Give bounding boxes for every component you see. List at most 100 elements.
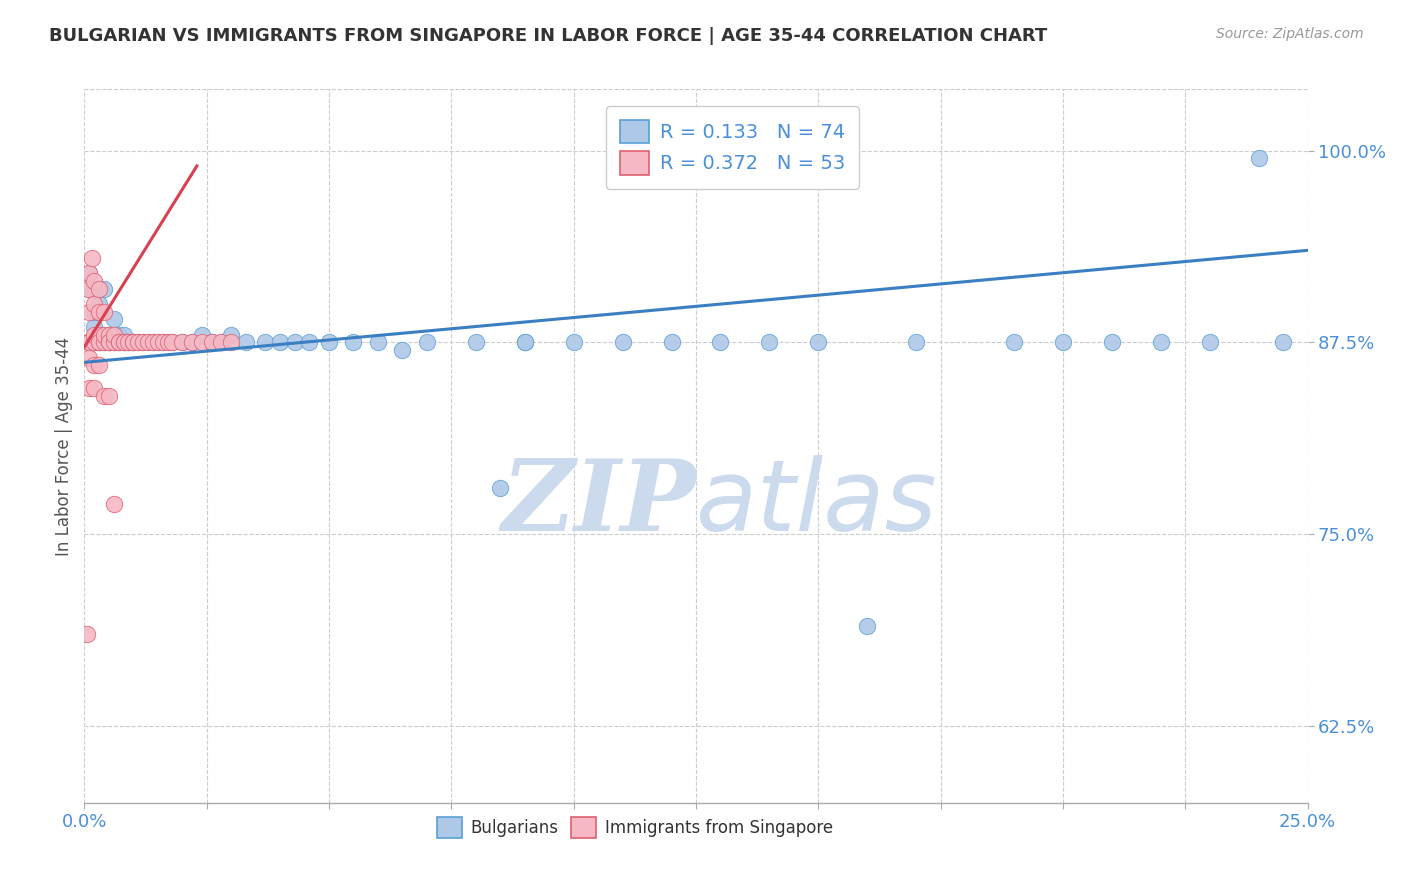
Point: [235, 335, 257, 350]
Point: [107, 335, 129, 350]
Point: [77, 282, 100, 296]
Point: [142, 335, 165, 350]
Point: [122, 335, 145, 350]
Point: [191, 335, 214, 350]
Point: [709, 335, 731, 350]
Point: [93, 282, 115, 296]
Point: [807, 335, 830, 350]
Point: [464, 335, 486, 350]
Point: [1247, 151, 1270, 165]
Point: [87, 282, 110, 296]
Point: [87, 297, 110, 311]
Point: [254, 335, 277, 350]
Point: [80, 251, 103, 265]
Point: [97, 389, 120, 403]
Point: [856, 619, 879, 633]
Point: [112, 335, 135, 350]
Point: [191, 327, 214, 342]
Point: [83, 359, 105, 373]
Point: [156, 335, 179, 350]
Point: [489, 481, 512, 495]
Point: [77, 351, 100, 365]
Point: [136, 335, 159, 350]
Point: [342, 335, 364, 350]
Point: [87, 335, 110, 350]
Point: [136, 335, 159, 350]
Point: [1101, 335, 1123, 350]
Point: [103, 335, 125, 350]
Point: [83, 297, 105, 311]
Point: [97, 335, 120, 350]
Point: [391, 343, 413, 357]
Point: [117, 335, 139, 350]
Y-axis label: In Labor Force | Age 35-44: In Labor Force | Age 35-44: [55, 336, 73, 556]
Point: [142, 335, 165, 350]
Point: [87, 335, 110, 350]
Point: [318, 335, 340, 350]
Point: [87, 335, 110, 350]
Point: [97, 335, 120, 350]
Point: [146, 335, 169, 350]
Point: [103, 327, 125, 342]
Point: [112, 335, 135, 350]
Point: [93, 335, 115, 350]
Point: [77, 304, 100, 318]
Point: [83, 335, 105, 350]
Point: [112, 335, 135, 350]
Point: [146, 335, 169, 350]
Point: [122, 335, 145, 350]
Point: [103, 497, 125, 511]
Text: Source: ZipAtlas.com: Source: ZipAtlas.com: [1216, 27, 1364, 41]
Point: [93, 327, 115, 342]
Point: [77, 335, 100, 350]
Point: [181, 335, 204, 350]
Point: [127, 335, 149, 350]
Point: [77, 335, 100, 350]
Point: [83, 282, 105, 296]
Point: [83, 320, 105, 334]
Point: [127, 335, 149, 350]
Point: [156, 335, 179, 350]
Point: [284, 335, 307, 350]
Text: ZIP: ZIP: [501, 455, 696, 551]
Point: [513, 335, 536, 350]
Point: [103, 312, 125, 326]
Point: [661, 335, 683, 350]
Point: [367, 335, 389, 350]
Point: [87, 335, 110, 350]
Point: [172, 335, 194, 350]
Point: [269, 335, 291, 350]
Point: [87, 359, 110, 373]
Point: [132, 335, 155, 350]
Point: [416, 335, 439, 350]
Point: [209, 335, 232, 350]
Point: [77, 381, 100, 395]
Point: [107, 335, 129, 350]
Point: [93, 304, 115, 318]
Point: [77, 335, 100, 350]
Point: [1272, 335, 1295, 350]
Point: [107, 335, 129, 350]
Point: [83, 304, 105, 318]
Point: [513, 335, 536, 350]
Point: [77, 266, 100, 280]
Point: [93, 335, 115, 350]
Point: [97, 335, 120, 350]
Point: [83, 381, 105, 395]
Point: [87, 327, 110, 342]
Point: [152, 335, 174, 350]
Point: [152, 335, 174, 350]
Point: [1002, 335, 1025, 350]
Point: [200, 335, 222, 350]
Point: [1198, 335, 1220, 350]
Point: [83, 327, 105, 342]
Point: [87, 327, 110, 342]
Point: [200, 335, 222, 350]
Point: [612, 335, 634, 350]
Point: [112, 327, 135, 342]
Point: [122, 335, 145, 350]
Point: [219, 335, 242, 350]
Point: [1150, 335, 1173, 350]
Point: [83, 335, 105, 350]
Point: [87, 304, 110, 318]
